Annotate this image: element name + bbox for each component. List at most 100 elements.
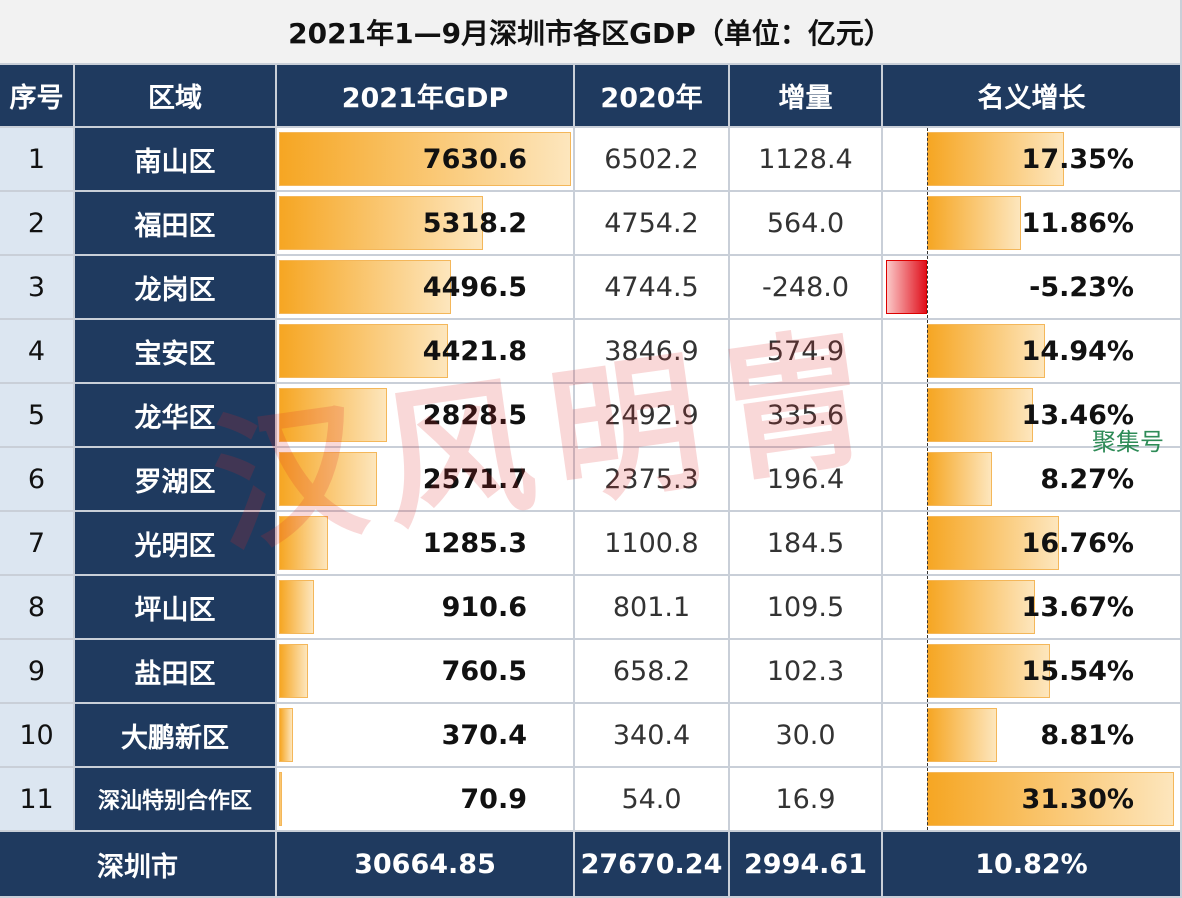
data-bar [279,132,571,186]
cell-text: 27670.24 [580,848,723,880]
table-cell: 3 [0,256,75,320]
cell-text: 1100.8 [604,527,699,559]
cell-text: 760.5 [441,655,527,687]
table-cell: 2828.5 [277,384,575,448]
cell-text: 2828.5 [422,399,527,431]
cell-text: 370.4 [441,719,527,751]
data-bar [885,260,927,314]
data-bar [927,580,1035,634]
cell-text: -248.0 [761,271,850,303]
cell-text: 14.94% [1021,335,1134,367]
cell-text: 盐田区 [134,658,216,690]
cell-text: 2492.9 [604,399,699,431]
cell-text: 2994.61 [744,848,867,880]
table-cell: 罗湖区 [75,448,277,512]
table-cell: 3846.9 [575,320,730,384]
cell-text: 4421.8 [422,335,527,367]
axis-line [927,512,928,574]
cell-text: 11 [19,783,54,815]
cell-text: 2021年1—9月深圳市各区GDP（单位：亿元） [288,16,892,50]
cell-text: 光明区 [134,530,216,562]
cell-text: 深汕特别合作区 [97,789,252,814]
data-bar [279,772,282,826]
cell-text: 7630.6 [422,143,527,175]
table-cell: 31.30% [883,768,1182,832]
table-cell: 深汕特别合作区 [75,768,277,832]
cell-text: 宝安区 [134,338,216,370]
cell-text: 罗湖区 [134,466,216,498]
axis-line [927,128,928,190]
cell-text: 4 [27,335,46,367]
table-cell: 盐田区 [75,640,277,704]
cell-text: 11.86% [1021,207,1134,239]
table-cell: 15.54% [883,640,1182,704]
cell-text: 名义增长 [977,83,1086,114]
cell-text: 区域 [148,83,202,114]
header-cell: 序号 [0,65,75,128]
stamp: 聚集号 [1092,428,1164,456]
table-cell: 30.0 [730,704,883,768]
data-bar [927,772,1175,826]
table-cell: 大鹏新区 [75,704,277,768]
cell-text: 10 [19,719,54,751]
cell-text: 序号 [9,83,64,114]
footer-cell: 深圳市 [0,832,277,898]
table-cell: 11 [0,768,75,832]
cell-text: 9 [27,655,46,687]
table-cell: 2 [0,192,75,256]
cell-text: 5 [27,399,46,431]
data-bar [279,260,452,314]
footer-cell: 10.82% [883,832,1182,898]
data-bar [279,452,378,506]
axis-line [927,640,928,702]
cell-text: 7 [27,527,46,559]
table-cell: 4744.5 [575,256,730,320]
axis-line [927,576,928,638]
cell-text: 109.5 [766,591,845,623]
table-cell: 1 [0,128,75,192]
table-cell: 南山区 [75,128,277,192]
table-cell: 13.46% [883,384,1182,448]
cell-text: 4496.5 [422,271,527,303]
data-bar [279,580,314,634]
cell-text: 70.9 [460,783,527,815]
data-bar [279,708,294,762]
table-cell: -248.0 [730,256,883,320]
table-cell: 340.4 [575,704,730,768]
data-bar [927,516,1060,570]
data-bar [927,132,1065,186]
data-bar [927,708,997,762]
cell-text: 2375.3 [604,463,699,495]
cell-text: 深圳市 [97,851,178,883]
table-cell: 16.76% [883,512,1182,576]
cell-text: 13.46% [1021,399,1134,431]
cell-text: 6502.2 [604,143,699,175]
cell-text: 15.54% [1021,655,1134,687]
table-cell: 5 [0,384,75,448]
table-cell: 8.81% [883,704,1182,768]
table-cell: 8 [0,576,75,640]
table-cell: 4421.8 [277,320,575,384]
axis-line [927,256,928,318]
table-cell: 17.35% [883,128,1182,192]
cell-text: 102.3 [766,655,845,687]
title-cell: 2021年1—9月深圳市各区GDP（单位：亿元） [0,0,1182,65]
cell-text: 17.35% [1021,143,1134,175]
axis-line [927,768,928,830]
cell-text: 658.2 [612,655,691,687]
table-cell: 564.0 [730,192,883,256]
header-cell: 2020年 [575,65,730,128]
axis-line [927,448,928,510]
table-cell: 宝安区 [75,320,277,384]
axis-line [927,384,928,446]
table-cell: 910.6 [277,576,575,640]
cell-text: 龙华区 [134,402,216,434]
table-cell: 9 [0,640,75,704]
data-bar [279,388,388,442]
cell-text: 5318.2 [422,207,527,239]
cell-text: 福田区 [134,210,216,242]
table-cell: 14.94% [883,320,1182,384]
table-cell: 4754.2 [575,192,730,256]
cell-text: 龙岗区 [134,274,216,306]
table-cell: 8.27% [883,448,1182,512]
